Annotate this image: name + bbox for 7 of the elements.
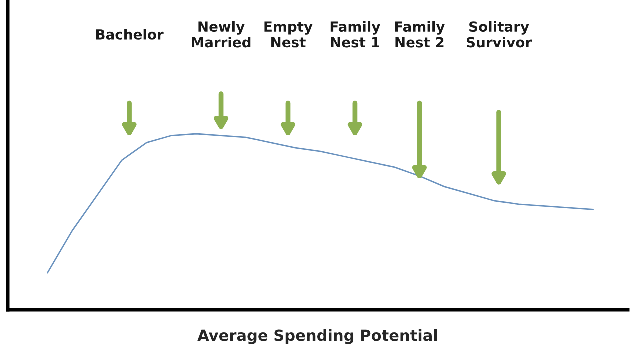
text: Family Nest 2 [395, 21, 445, 48]
text: Bachelor [96, 29, 164, 40]
text: Empty Nest [264, 22, 313, 48]
x-axis-title: Average Spending Potential [198, 329, 438, 344]
text: Solitary Survivor [467, 21, 532, 48]
text: Newly Married [192, 21, 251, 48]
text: Family Nest 1 [330, 21, 380, 48]
